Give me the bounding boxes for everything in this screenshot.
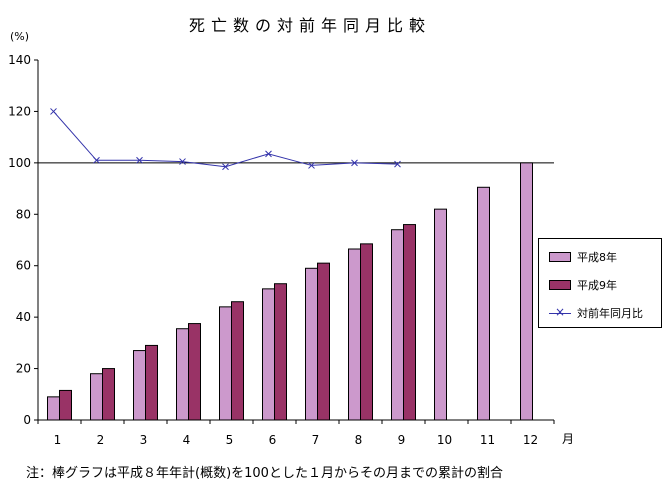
ratio-point-marker xyxy=(394,160,401,168)
ratio-point-marker xyxy=(50,108,57,115)
x-tick-label: 4 xyxy=(183,433,191,447)
bar-h9 xyxy=(145,344,158,421)
bar-h9 xyxy=(188,323,201,421)
legend-label-ratio: 対前年同月比 xyxy=(577,307,643,320)
bar-h9 xyxy=(403,224,416,421)
y-tick-label: 0 xyxy=(23,413,31,427)
bar-h9 xyxy=(102,368,115,421)
legend-item-ratio: 対前年同月比 xyxy=(549,305,643,321)
y-tick-label: 20 xyxy=(16,362,31,376)
ratio-point-marker xyxy=(265,150,272,158)
ratio-line xyxy=(53,111,398,168)
ratio-point-marker xyxy=(222,163,229,171)
bar-h8 xyxy=(348,248,361,421)
bar-h8 xyxy=(47,396,60,421)
x-tick-label: 1 xyxy=(54,433,62,447)
x-tick-label: 8 xyxy=(355,433,363,447)
legend-swatch-h9 xyxy=(549,280,571,290)
y-tick-label: 120 xyxy=(8,104,31,118)
x-tick-label: 9 xyxy=(398,433,406,447)
bar-h8 xyxy=(391,229,404,421)
y-tick-label: 140 xyxy=(8,53,31,67)
bar-h9 xyxy=(274,283,287,421)
x-tick-label: 5 xyxy=(226,433,234,447)
ratio-point-marker xyxy=(308,162,315,169)
x-tick-label: 12 xyxy=(523,433,538,447)
y-tick-label: 80 xyxy=(16,207,31,221)
bar-h8 xyxy=(520,162,533,421)
bar-h8 xyxy=(176,328,189,421)
y-tick-label: 60 xyxy=(16,259,31,273)
bar-h9 xyxy=(317,262,330,421)
ratio-point-marker xyxy=(351,159,358,167)
legend-label-h8: 平成8年 xyxy=(577,251,617,264)
x-tick-label: 10 xyxy=(437,433,452,447)
legend: 平成8年 平成9年 対前年同月比 xyxy=(538,238,662,328)
bar-h8 xyxy=(90,373,103,421)
ratio-point-marker xyxy=(136,156,143,164)
x-tick-label: 2 xyxy=(97,433,105,447)
legend-line-ratio xyxy=(549,305,571,319)
bar-h9 xyxy=(231,301,244,421)
bar-h8 xyxy=(477,186,490,421)
ratio-point-marker xyxy=(93,156,100,164)
x-tick-label: 11 xyxy=(480,433,495,447)
y-tick-label: 100 xyxy=(8,156,31,170)
bar-h8 xyxy=(262,288,275,421)
bar-h8 xyxy=(219,306,232,421)
legend-item-h8: 平成8年 xyxy=(549,249,617,265)
bar-h8 xyxy=(133,350,146,421)
bar-h8 xyxy=(434,208,447,421)
y-axis-unit-label: (%) xyxy=(10,30,30,43)
legend-item-h9: 平成9年 xyxy=(549,277,617,293)
legend-swatch-h8 xyxy=(549,252,571,262)
bar-h9 xyxy=(59,389,72,421)
x-tick-label: 3 xyxy=(140,433,148,447)
footnote: 注：棒グラフは平成８年年計(概数)を100とした１月からその月までの累計の割合 xyxy=(26,466,503,481)
ratio-point-marker xyxy=(179,158,186,165)
chart-title: 死亡数の対前年同月比較 xyxy=(188,16,431,35)
y-tick-label: 40 xyxy=(16,310,31,324)
bar-h8 xyxy=(305,267,318,421)
x-axis-unit-label: 月 xyxy=(562,432,575,446)
legend-label-h9: 平成9年 xyxy=(577,279,617,292)
x-tick-label: 7 xyxy=(312,433,320,447)
x-tick-label: 6 xyxy=(269,433,277,447)
bar-h9 xyxy=(360,243,373,421)
